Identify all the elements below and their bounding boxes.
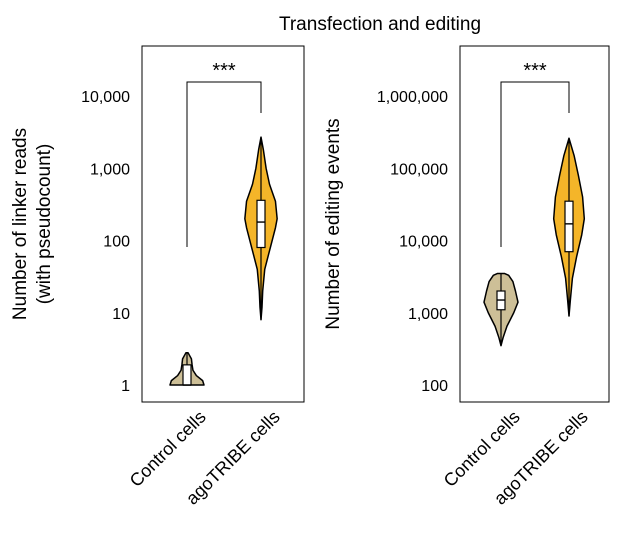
linker-reads-ytick-label: 10 (112, 306, 130, 323)
linker-reads-iqr-box-control (182, 364, 192, 386)
editing-events-ytick-label: 100,000 (390, 161, 448, 178)
editing-events-iqr-box-agotribe (564, 200, 574, 253)
linker-reads-panel: 1 10 100 1,000 10,000 Number of linker reads(… (10, 45, 305, 509)
linker-reads-ytick-label: 1 (121, 378, 130, 395)
linker-reads-plot-frame (141, 45, 305, 403)
linker-reads-y-axis-title: Number of linker reads (with pseudocount) (10, 128, 55, 320)
editing-events-ytick-label: 10,000 (399, 234, 448, 251)
editing-events-significance-bracket (500, 81, 570, 247)
linker-reads-ytick-label: 10,000 (81, 89, 130, 106)
linker-reads-significance-bracket (186, 81, 262, 247)
editing-events-plot-frame (459, 45, 610, 403)
linker-reads-significance-label: *** (212, 60, 236, 82)
figure-title: Transfection and editing (279, 14, 481, 35)
linker-reads-ytick-label: 1,000 (90, 161, 130, 178)
editing-events-ytick-label: 1,000,000 (377, 89, 448, 106)
editing-events-significance-label: *** (523, 60, 547, 82)
linker-reads-ytick-label: 100 (103, 234, 130, 251)
editing-events-ytick-label: 100 (421, 378, 448, 395)
editing-events-y-axis-title: Number of editing events (323, 118, 344, 329)
linker-reads-iqr-box-agotribe (256, 199, 266, 249)
editing-events-panel: 100 1,000 10,000 100,000 1,000,000 Number of … (323, 45, 610, 509)
editing-events-ytick-label: 1,000 (408, 306, 448, 323)
